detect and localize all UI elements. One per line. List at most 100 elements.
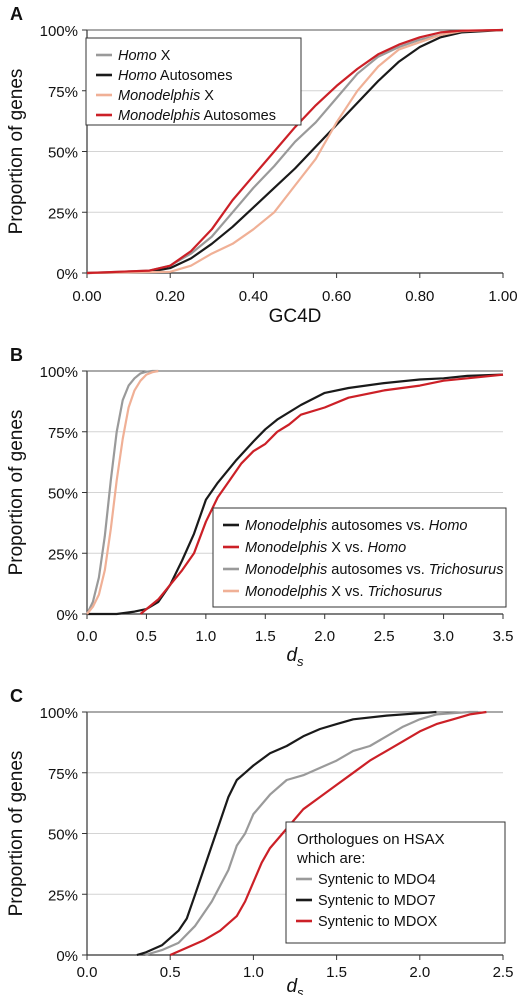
x-tick-label: 0.5 [136, 628, 157, 645]
chart-panel-b: B 0% 25% 50% 75% 100% 0.0 0.5 1.0 1.5 2.0 2.5 3.0 3.5… [6, 345, 513, 669]
legend-label-text: X vs. [327, 584, 367, 600]
series-line-2 [86, 28, 504, 275]
legend-label: Homo X [118, 48, 171, 64]
panel-label: B [10, 345, 23, 365]
series-line-1 [144, 710, 478, 957]
x-axis-label: ds [286, 645, 304, 669]
x-tick-label: 2.5 [374, 628, 395, 645]
legend-label-text: X [200, 88, 214, 104]
x-axis-label: ds [286, 976, 304, 995]
y-axis-label: Proportion of genes [6, 69, 27, 235]
legend-label-italic: Monodelphis [118, 108, 200, 124]
series-line-3 [169, 710, 487, 957]
legend-box [285, 821, 506, 944]
x-tick-label: 1.0 [243, 964, 264, 981]
x-axis-label-sub: s [297, 985, 304, 995]
y-tick-label: 50% [48, 827, 78, 844]
y-tick-label: 100% [40, 23, 78, 40]
y-axis-label: Proportion of genes [6, 751, 27, 917]
legend-label-italic: Trichosurus [429, 562, 504, 578]
x-tick-label: 1.5 [255, 628, 276, 645]
y-tick-label: 75% [48, 84, 78, 101]
legend-label: Monodelphis Autosomes [118, 108, 276, 124]
y-tick-label: 50% [48, 486, 78, 503]
x-axis-label-sub: s [297, 654, 304, 669]
series-line-4 [86, 369, 159, 615]
x-tick-label: 2.0 [409, 964, 430, 981]
legend-label: Syntenic to MDO7 [318, 893, 436, 909]
panel-label: A [10, 4, 23, 24]
x-tick-label: 3.5 [493, 628, 514, 645]
x-axis-label-main: d [286, 645, 298, 666]
series-line-3 [86, 369, 159, 615]
x-axis-label-main: d [286, 976, 298, 995]
y-tick-label: 75% [48, 766, 78, 783]
legend-label-text: Autosomes [200, 108, 276, 124]
x-tick-label: 0.00 [72, 288, 101, 305]
x-tick-label: 1.5 [326, 964, 347, 981]
legend-label-italic: Monodelphis [245, 518, 327, 534]
legend-label-text: Autosomes [157, 68, 233, 84]
legend-label: Homo Autosomes [118, 68, 232, 84]
x-tick-label: 0.80 [405, 288, 434, 305]
legend-label: Monodelphis X [118, 88, 214, 104]
legend-label-italic: Homo [368, 540, 407, 556]
legend-label-italic: Monodelphis [245, 562, 327, 578]
x-tick-label: 0.60 [322, 288, 351, 305]
series-line-3 [86, 28, 504, 275]
y-tick-label: 100% [40, 364, 78, 381]
legend-box [85, 37, 302, 126]
x-tick-label: 0.40 [239, 288, 268, 305]
legend-title: Orthologues on HSAX [297, 831, 445, 848]
y-tick-label: 0% [56, 948, 78, 965]
legend-label-italic: Monodelphis [245, 584, 327, 600]
legend-label-text: X [157, 48, 171, 64]
y-axis-label: Proportion of genes [6, 410, 27, 576]
x-axis-label: GC4D [269, 306, 322, 327]
legend-label: Monodelphis autosomes vs. Homo [245, 518, 467, 534]
legend-label-italic: Trichosurus [368, 584, 443, 600]
series-line-2 [139, 373, 504, 615]
y-tick-label: 25% [48, 887, 78, 904]
y-tick-label: 50% [48, 145, 78, 162]
x-tick-label: 0.0 [77, 628, 98, 645]
legend-label-text: X vs. [327, 540, 367, 556]
panel-label: C [10, 686, 23, 706]
x-tick-label: 1.0 [195, 628, 216, 645]
y-tick-label: 100% [40, 705, 78, 722]
legend-label: Syntenic to MDO4 [318, 872, 436, 888]
legend-label: Monodelphis autosomes vs. Trichosurus [245, 562, 503, 578]
x-tick-label: 1.00 [488, 288, 517, 305]
y-tick-label: 0% [56, 266, 78, 283]
legend-label-italic: Homo [118, 48, 157, 64]
legend-label: Monodelphis X vs. Trichosurus [245, 584, 442, 600]
legend-label-italic: Monodelphis [118, 88, 200, 104]
legend-label-text: autosomes vs. [327, 518, 429, 534]
x-tick-label: 2.0 [314, 628, 335, 645]
legend-label-italic: Homo [429, 518, 468, 534]
series-line-4 [86, 28, 504, 275]
x-tick-label: 0.5 [160, 964, 181, 981]
x-tick-label: 0.0 [77, 964, 98, 981]
legend-title: which are: [296, 850, 365, 867]
chart-panel-a: A 0% 25% 50% 75% 100% 0.00 0.20 0.40 0.60 0.80 1.00… [6, 4, 518, 327]
x-tick-label: 2.5 [493, 964, 514, 981]
legend: Monodelphis autosomes vs. HomoMonodelphi… [212, 507, 507, 608]
series-line-2 [136, 710, 437, 957]
y-tick-label: 0% [56, 607, 78, 624]
legend-label-text: autosomes vs. [327, 562, 429, 578]
x-tick-label: 0.20 [156, 288, 185, 305]
legend-label: Syntenic to MDOX [318, 914, 438, 930]
legend-box [212, 507, 507, 608]
legend-label-italic: Homo [118, 68, 157, 84]
legend-label-italic: Monodelphis [245, 540, 327, 556]
y-tick-label: 25% [48, 546, 78, 563]
y-tick-label: 75% [48, 425, 78, 442]
y-tick-label: 25% [48, 205, 78, 222]
legend: Orthologues on HSAX which are: Syntenic to… [285, 821, 506, 944]
x-tick-label: 3.0 [433, 628, 454, 645]
series-line-1 [86, 28, 504, 275]
chart-panel-c: C 0% 25% 50% 75% 100% 0.0 0.5 1.0 1.5 2.0 2.5 Propor… [6, 686, 513, 995]
